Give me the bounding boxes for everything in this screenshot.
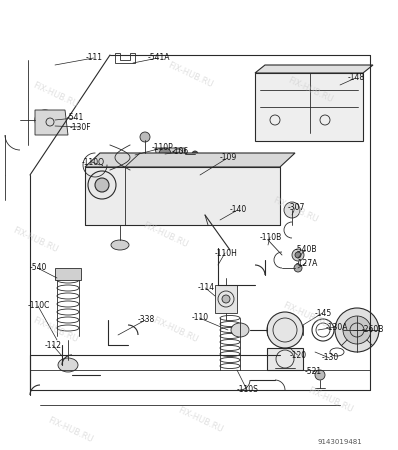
Bar bbox=[215, 285, 237, 313]
Text: -140: -140 bbox=[230, 206, 247, 215]
Circle shape bbox=[95, 178, 109, 192]
Bar bbox=[55, 268, 81, 280]
Text: -521: -521 bbox=[305, 368, 322, 377]
Circle shape bbox=[343, 316, 371, 344]
Text: FIX-HUB.RU: FIX-HUB.RU bbox=[46, 416, 94, 445]
Text: FIX-HUB.RU: FIX-HUB.RU bbox=[166, 61, 214, 90]
Circle shape bbox=[335, 308, 379, 352]
Text: -145: -145 bbox=[315, 309, 332, 318]
Text: FIX-HUB.RU: FIX-HUB.RU bbox=[141, 220, 189, 249]
Text: 9143019481: 9143019481 bbox=[318, 439, 362, 445]
Text: FIX-HUB.RU: FIX-HUB.RU bbox=[31, 315, 79, 344]
Text: -130F: -130F bbox=[70, 122, 92, 131]
Text: -114: -114 bbox=[198, 284, 215, 292]
Ellipse shape bbox=[231, 323, 249, 337]
Circle shape bbox=[267, 312, 303, 348]
Text: -110C: -110C bbox=[28, 302, 51, 310]
Text: -130: -130 bbox=[322, 354, 339, 363]
Text: FIX-HUB.RU: FIX-HUB.RU bbox=[151, 315, 199, 344]
Polygon shape bbox=[155, 148, 188, 162]
Circle shape bbox=[159, 148, 171, 160]
Text: FIX-HUB.RU: FIX-HUB.RU bbox=[281, 301, 329, 329]
Text: FIX-HUB.RU: FIX-HUB.RU bbox=[271, 196, 319, 225]
Circle shape bbox=[292, 249, 304, 261]
Text: -260B: -260B bbox=[362, 325, 384, 334]
Text: FIX-HUB.RU: FIX-HUB.RU bbox=[31, 81, 79, 109]
Text: -130A: -130A bbox=[326, 323, 349, 332]
Circle shape bbox=[88, 171, 116, 199]
Text: -110H: -110H bbox=[215, 248, 238, 257]
Text: -127A: -127A bbox=[296, 258, 318, 267]
Circle shape bbox=[315, 370, 325, 380]
Circle shape bbox=[192, 151, 198, 157]
Circle shape bbox=[284, 202, 300, 218]
Text: -110B: -110B bbox=[260, 233, 282, 242]
Ellipse shape bbox=[111, 240, 129, 250]
Polygon shape bbox=[255, 65, 373, 73]
Text: -120: -120 bbox=[290, 351, 307, 360]
Text: -106: -106 bbox=[172, 148, 189, 157]
Polygon shape bbox=[35, 110, 68, 135]
Text: -541: -541 bbox=[67, 113, 84, 122]
Text: -110P: -110P bbox=[152, 144, 174, 153]
Text: -109: -109 bbox=[220, 153, 237, 162]
Text: FIX-HUB.RU: FIX-HUB.RU bbox=[306, 386, 354, 414]
Text: -110: -110 bbox=[192, 314, 209, 323]
Bar bbox=[267, 348, 303, 370]
Circle shape bbox=[140, 132, 150, 142]
Circle shape bbox=[222, 295, 230, 303]
Text: -111: -111 bbox=[86, 54, 103, 63]
Ellipse shape bbox=[58, 358, 78, 372]
Circle shape bbox=[294, 264, 302, 272]
Text: -110S: -110S bbox=[237, 386, 259, 395]
Text: -148: -148 bbox=[348, 73, 365, 82]
Text: -540B: -540B bbox=[295, 246, 318, 255]
Polygon shape bbox=[85, 153, 295, 167]
Circle shape bbox=[40, 115, 50, 125]
Text: -338: -338 bbox=[138, 315, 155, 324]
Text: -110Q: -110Q bbox=[82, 158, 105, 166]
Polygon shape bbox=[85, 167, 280, 225]
Circle shape bbox=[35, 110, 55, 130]
Text: -112: -112 bbox=[45, 341, 62, 350]
Bar bbox=[255, 73, 363, 141]
Text: FIX-HUB.RU: FIX-HUB.RU bbox=[176, 405, 224, 434]
Text: FIX-HUB.RU: FIX-HUB.RU bbox=[11, 225, 59, 254]
Text: -541A: -541A bbox=[148, 54, 170, 63]
Circle shape bbox=[295, 252, 301, 258]
Text: -307: -307 bbox=[288, 202, 305, 211]
Text: FIX-HUB.RU: FIX-HUB.RU bbox=[286, 76, 334, 104]
Text: -540: -540 bbox=[30, 264, 47, 273]
